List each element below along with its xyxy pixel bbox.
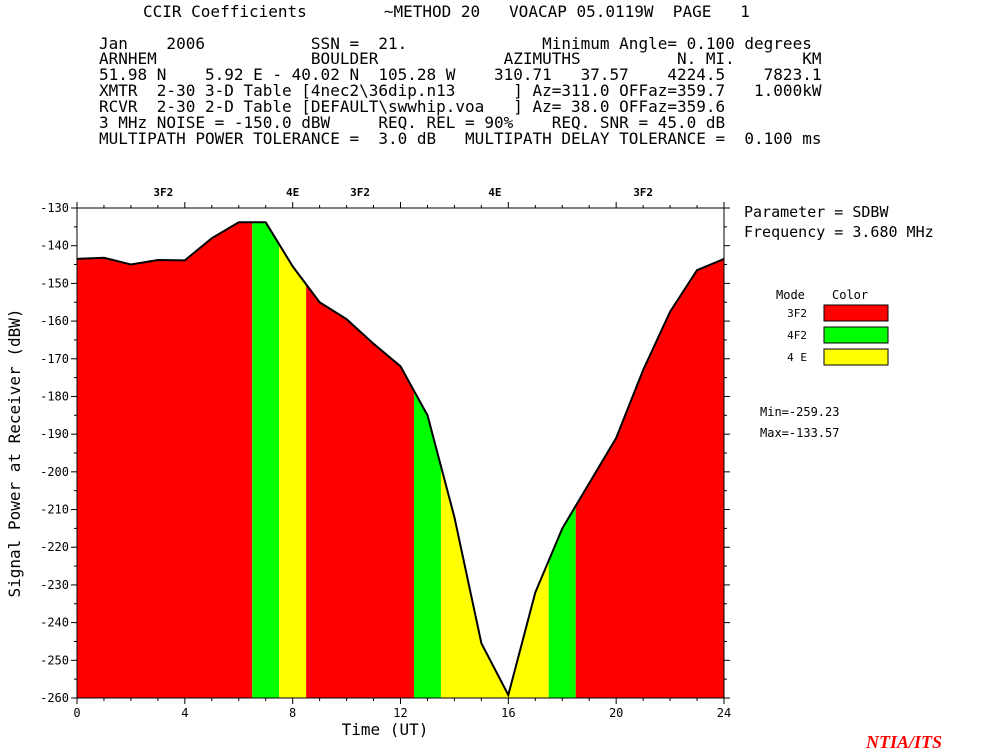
legend-swatch bbox=[823, 326, 889, 344]
data-point bbox=[480, 642, 482, 644]
data-point bbox=[130, 263, 132, 266]
data-point bbox=[184, 259, 186, 261]
run-header: CCIR Coefficients ~METHOD 20 VOACAP 05.0… bbox=[0, 0, 995, 160]
legend-mode-header: Mode bbox=[776, 288, 805, 302]
legend: 3F2 4F2 4 E bbox=[787, 304, 889, 366]
y-tick-label: -140 bbox=[40, 239, 69, 253]
y-tick-label: -260 bbox=[40, 691, 69, 705]
data-point bbox=[426, 414, 429, 416]
legend-color-header: Color bbox=[832, 288, 868, 302]
ntia-its-credit: NTIA/ITS bbox=[866, 732, 943, 752]
y-axis-label: Signal Power at Receiver (dBW) bbox=[5, 309, 24, 598]
transmitter-line: XMTR 2-30 3-D Table [4nec2\36dip.n13 ] A… bbox=[99, 81, 822, 100]
mode-band-4f2 bbox=[252, 208, 280, 698]
y-tick-label: -180 bbox=[40, 389, 69, 403]
stations-line: ARNHEM BOULDER AZIMUTHS N. MI. KM bbox=[99, 49, 822, 68]
x-tick-label: 24 bbox=[717, 706, 731, 720]
x-tick-label: 0 bbox=[73, 706, 80, 720]
date-ssn-line: Jan 2006 SSN = 21. Minimum Angle= 0.100 … bbox=[99, 34, 812, 53]
multipath-line: MULTIPATH POWER TOLERANCE = 3.0 dB MULTI… bbox=[99, 129, 822, 148]
x-tick-label: 20 bbox=[609, 706, 623, 720]
y-tick-label: -220 bbox=[40, 540, 69, 554]
data-point bbox=[696, 269, 698, 271]
y-tick-label: -170 bbox=[40, 352, 69, 366]
data-point bbox=[399, 365, 402, 367]
data-point bbox=[588, 482, 590, 484]
data-point bbox=[157, 259, 159, 261]
y-tick-label: -130 bbox=[40, 201, 69, 215]
legend-label: 3F2 bbox=[787, 307, 807, 320]
y-tick-label: -240 bbox=[40, 616, 69, 630]
legend-swatch bbox=[823, 348, 889, 366]
data-point bbox=[534, 591, 536, 594]
data-point bbox=[211, 237, 213, 239]
min-value-text: Min=-259.23 bbox=[760, 405, 839, 419]
area-above-curve bbox=[77, 207, 724, 695]
title-line: CCIR Coefficients ~METHOD 20 VOACAP 05.0… bbox=[143, 2, 750, 21]
data-point bbox=[265, 221, 267, 223]
mode-label: 3F2 bbox=[350, 186, 370, 199]
data-point bbox=[453, 516, 456, 518]
mode-band-4e bbox=[279, 208, 307, 698]
y-tick-label: -230 bbox=[40, 578, 69, 592]
mode-label: 3F2 bbox=[153, 186, 173, 199]
y-tick-label: -150 bbox=[40, 276, 69, 290]
data-point bbox=[292, 265, 294, 268]
frequency-text: Frequency = 3.680 MHz bbox=[744, 223, 934, 241]
y-tick-label: -210 bbox=[40, 503, 69, 517]
mode-band-3f2 bbox=[77, 208, 253, 698]
x-axis-label: Time (UT) bbox=[342, 720, 429, 739]
y-tick-label: -200 bbox=[40, 465, 69, 479]
mode-label: 4E bbox=[488, 186, 501, 199]
y-tick-label: -160 bbox=[40, 314, 69, 328]
legend-label: 4 E bbox=[787, 351, 807, 364]
max-value-text: Max=-133.57 bbox=[760, 426, 839, 440]
y-tick-label: -250 bbox=[40, 653, 69, 667]
legend-swatch bbox=[823, 304, 889, 322]
y-tick-label: -190 bbox=[40, 427, 69, 441]
legend-label: 4F2 bbox=[787, 329, 807, 342]
x-tick-label: 8 bbox=[289, 706, 296, 720]
data-point bbox=[372, 343, 375, 345]
axes: 0 4 8 12 16 20 24 -130 -140 -150 -160 -170 -180 -190 -… bbox=[40, 186, 731, 720]
coordinates-line: 51.98 N 5.92 E - 40.02 N 105.28 W 310.71… bbox=[99, 65, 822, 84]
data-point bbox=[642, 369, 644, 371]
x-tick-label: 12 bbox=[393, 706, 407, 720]
data-point bbox=[669, 311, 671, 313]
mode-label: 4E bbox=[286, 186, 299, 199]
x-tick-label: 4 bbox=[181, 706, 188, 720]
plot-mask bbox=[77, 207, 724, 695]
data-point bbox=[507, 694, 509, 696]
noise-line: 3 MHz NOISE = -150.0 dBW REQ. REL = 90% … bbox=[99, 113, 726, 132]
data-point bbox=[238, 221, 240, 223]
data-point bbox=[103, 257, 105, 259]
x-tick-label: 16 bbox=[501, 706, 515, 720]
data-point bbox=[345, 318, 348, 320]
parameter-text: Parameter = SDBW bbox=[744, 203, 889, 221]
mode-label: 3F2 bbox=[633, 186, 653, 199]
data-point bbox=[561, 527, 563, 529]
receiver-line: RCVR 2-30 2-D Table [DEFAULT\swwhip.voa … bbox=[99, 97, 726, 116]
data-point bbox=[615, 437, 617, 439]
data-point bbox=[319, 301, 321, 303]
